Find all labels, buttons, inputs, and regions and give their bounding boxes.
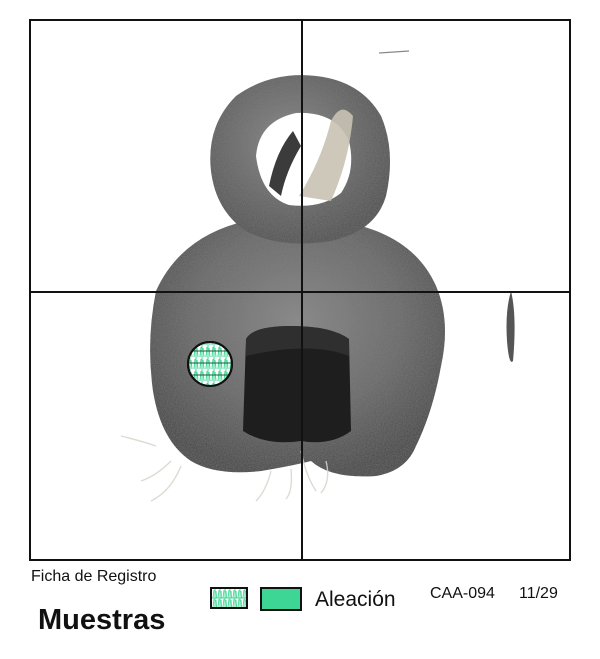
artifact-photo [120, 50, 515, 502]
fiber-strand [299, 109, 353, 201]
sample-marker [187, 341, 233, 387]
bottom-fibers [120, 435, 329, 502]
legend-label: Aleación [315, 588, 396, 611]
catalog-code: CAA-094 [430, 585, 495, 602]
record-label: Ficha de Registro [31, 568, 157, 585]
grid-line-vertical [301, 21, 303, 559]
artifact-fragment [378, 50, 410, 54]
page-indicator: 11/29 [519, 585, 558, 602]
grid-line-horizontal [31, 291, 569, 293]
legend-pattern-swatch [210, 587, 248, 609]
artifact-fragment [506, 291, 515, 362]
photo-frame [29, 19, 571, 561]
artifact-front-opening [243, 326, 351, 443]
legend-color-swatch [260, 587, 302, 611]
page-title: Muestras [38, 604, 166, 636]
